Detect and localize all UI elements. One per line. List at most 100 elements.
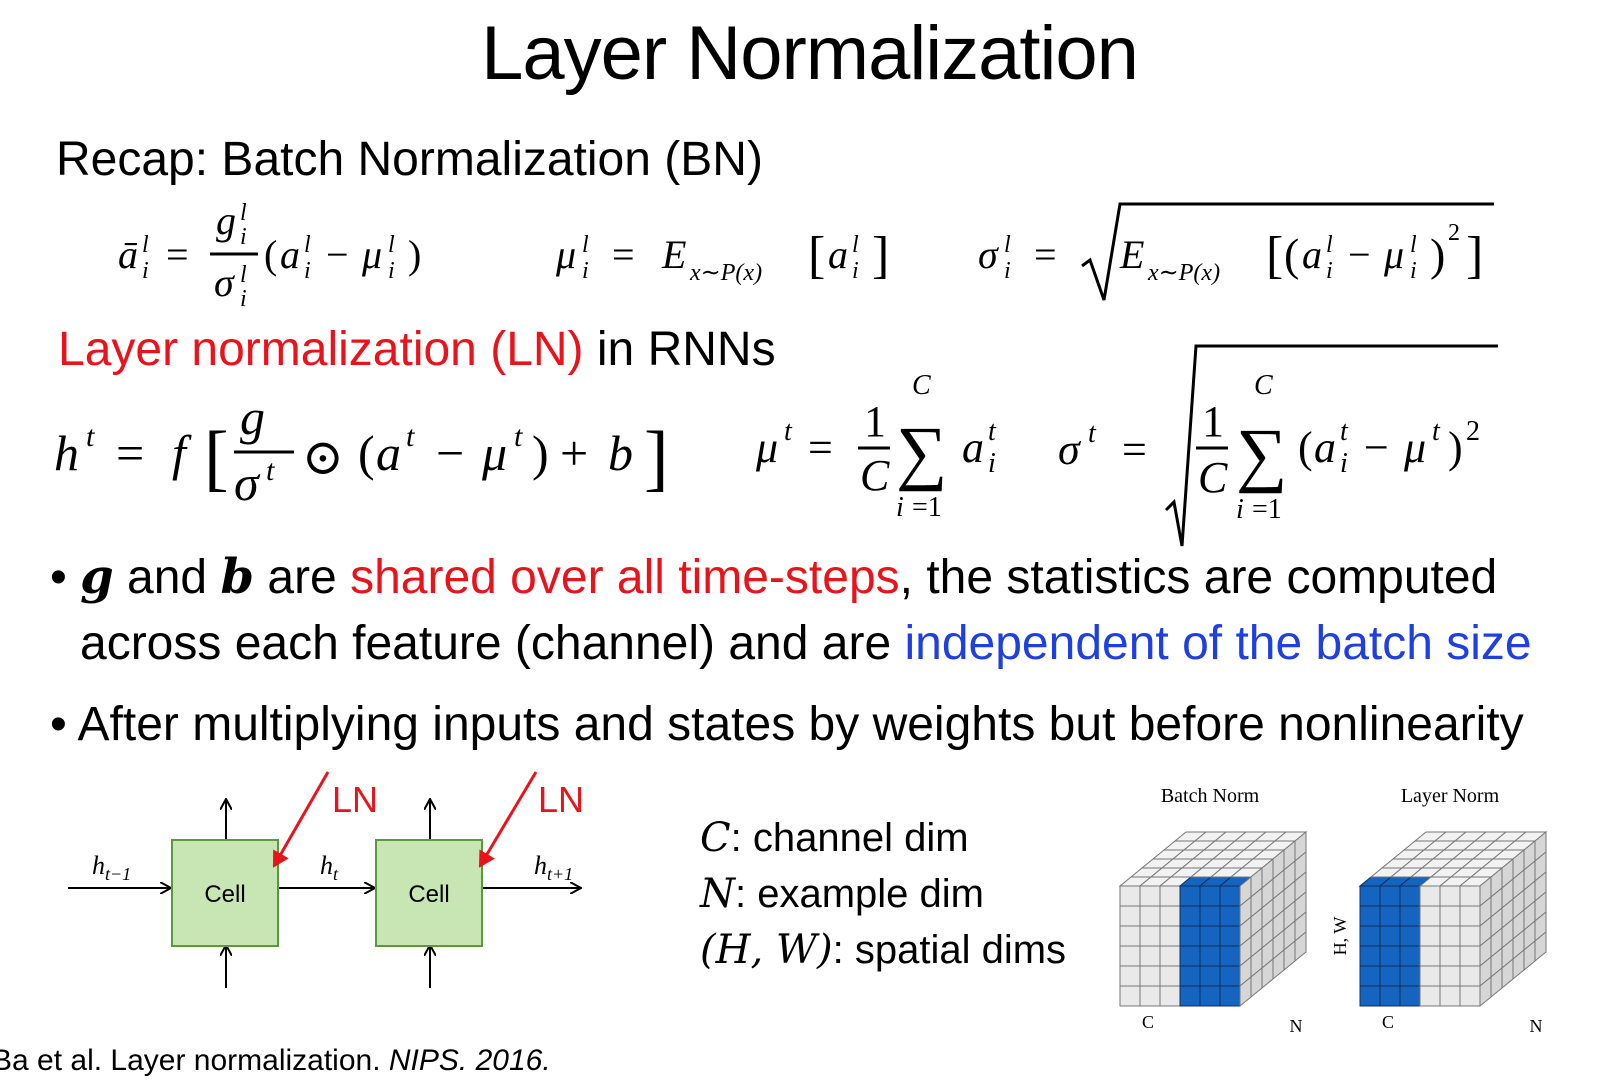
bullet-shared-params: • g and b are shared over all time-steps… <box>50 544 1610 677</box>
ln-heading-rest: in RNNs <box>583 323 776 376</box>
svg-text:): ) <box>408 232 421 277</box>
layer-norm-cube-front-cell <box>1379 985 1401 1007</box>
citation-prefix: Ba et al. Layer normalization. <box>0 1044 389 1077</box>
recap-heading: Recap: Batch Normalization (BN) <box>56 133 763 186</box>
batch-norm-cube-front-cell <box>1199 985 1221 1007</box>
ln-label-1: LN <box>332 779 378 820</box>
svg-text:C: C <box>860 451 890 500</box>
batch-norm-cube-front-cell <box>1179 885 1201 907</box>
svg-text:): ) <box>532 425 549 481</box>
h-prev-label: ht−1 <box>92 851 131 884</box>
batch-norm-cube-front-cell <box>1219 945 1241 967</box>
batch-norm-cube-front-cell <box>1219 985 1241 1007</box>
svg-text:x∼P(x): x∼P(x) <box>689 260 762 286</box>
svg-text:−: − <box>326 232 349 277</box>
svg-text:a: a <box>376 425 401 481</box>
svg-text:a: a <box>962 423 984 472</box>
svg-text:=: = <box>1034 232 1057 277</box>
svg-text:(: ( <box>1298 423 1313 472</box>
h-cur-label: ht <box>320 851 339 884</box>
batch-norm-cube-front-cell <box>1159 885 1181 907</box>
legend-channel: C: channel dim <box>700 815 969 861</box>
h-next-label: ht+1 <box>534 851 573 884</box>
layer-norm-cube-front-cell <box>1379 965 1401 987</box>
batch-norm-cube-front-cell <box>1199 965 1221 987</box>
layer-norm-cube-front-cell <box>1439 905 1461 927</box>
layer-norm-cube-front-cell <box>1419 925 1441 947</box>
layer-norm-cube-front-cell <box>1359 885 1381 907</box>
layer-norm-cube-front-cell <box>1459 965 1481 987</box>
layer-norm-cube-front-cell <box>1399 945 1421 967</box>
svg-text:a: a <box>1314 423 1336 472</box>
svg-text:=: = <box>612 232 635 277</box>
layer-norm-cube-front-cell <box>1419 945 1441 967</box>
svg-text:]: ] <box>644 417 669 499</box>
svg-text:i: i <box>852 258 859 284</box>
page-title: Layer Normalization <box>481 11 1139 96</box>
svg-text:i: i <box>582 258 589 284</box>
batch-norm-cube-front-cell <box>1179 905 1201 927</box>
svg-text:i: i <box>240 286 247 310</box>
batch-norm-cube-front-cell <box>1139 985 1161 1007</box>
layer-norm-cube-front-cell <box>1379 905 1401 927</box>
layer-norm-cube-front-cell <box>1419 965 1441 987</box>
svg-text:t: t <box>1088 418 1097 449</box>
svg-text:t: t <box>406 420 415 453</box>
batch-norm-cube-front-cell <box>1159 985 1181 1007</box>
layer-norm-cube-front-cell <box>1439 885 1461 907</box>
batch-norm-cube-front-cell <box>1159 945 1181 967</box>
batch-norm-cube-front-cell <box>1139 965 1161 987</box>
svg-text:(: ( <box>358 425 375 481</box>
svg-text:x∼P(x): x∼P(x) <box>1147 260 1220 286</box>
batch-axis-n: N <box>1290 1016 1303 1036</box>
svg-text:ā: ā <box>118 232 138 277</box>
batch-norm-cube-front-cell <box>1139 885 1161 907</box>
layer-norm-cube-front-cell <box>1439 925 1461 947</box>
batch-axis-c: C <box>1142 1012 1154 1032</box>
svg-text:i: i <box>1340 448 1348 479</box>
svg-text:C: C <box>1254 370 1273 401</box>
svg-text:a: a <box>1302 232 1322 277</box>
svg-text:h: h <box>54 425 79 481</box>
svg-text:t: t <box>1432 416 1441 447</box>
layer-norm-cube-front-cell <box>1359 985 1381 1007</box>
svg-text:=: = <box>1122 425 1147 474</box>
layer-norm-title: Layer Norm <box>1401 785 1500 807</box>
batch-norm-cube-front-cell <box>1179 965 1201 987</box>
batch-norm-cube-front-cell <box>1139 925 1161 947</box>
layer-norm-cube-front-cell <box>1459 885 1481 907</box>
svg-text:f: f <box>172 425 192 481</box>
svg-text:σ: σ <box>234 455 261 511</box>
batch-norm-cube-front-cell <box>1199 925 1221 947</box>
layer-norm-cube-front-cell <box>1419 905 1441 927</box>
batch-norm-cube-front-cell <box>1119 885 1141 907</box>
layer-norm-cube-front-cell <box>1439 965 1461 987</box>
layer-norm-cube-front-cell <box>1459 985 1481 1007</box>
batch-norm-cube-front-cell <box>1179 925 1201 947</box>
bullet-text-rest: , the statistics are computed <box>899 551 1498 604</box>
shared-highlight: shared over all time-steps <box>350 551 900 604</box>
rnn-cell-2 <box>375 839 483 947</box>
svg-text:μ: μ <box>361 232 382 277</box>
bullet-placement: • After multiplying inputs and states by… <box>50 698 1524 751</box>
svg-text:t: t <box>784 416 793 447</box>
svg-text:−: − <box>1348 232 1371 277</box>
layer-axis-n: N <box>1530 1016 1543 1036</box>
batch-norm-cube-front-cell <box>1119 965 1141 987</box>
batch-norm-title: Batch Norm <box>1161 785 1260 807</box>
batch-norm-cube-front-cell <box>1119 945 1141 967</box>
svg-text:t: t <box>86 420 95 453</box>
batch-norm-cube-front-cell <box>1179 945 1201 967</box>
layer-norm-cube-front-cell <box>1399 905 1421 927</box>
svg-text:g: g <box>216 200 236 243</box>
svg-text:+: + <box>560 425 588 481</box>
layer-norm-cube-front-cell <box>1439 985 1461 1007</box>
bullet-text-are: are <box>254 551 351 604</box>
svg-text:1: 1 <box>1202 397 1224 446</box>
layer-norm-cube-front-cell <box>1359 925 1381 947</box>
